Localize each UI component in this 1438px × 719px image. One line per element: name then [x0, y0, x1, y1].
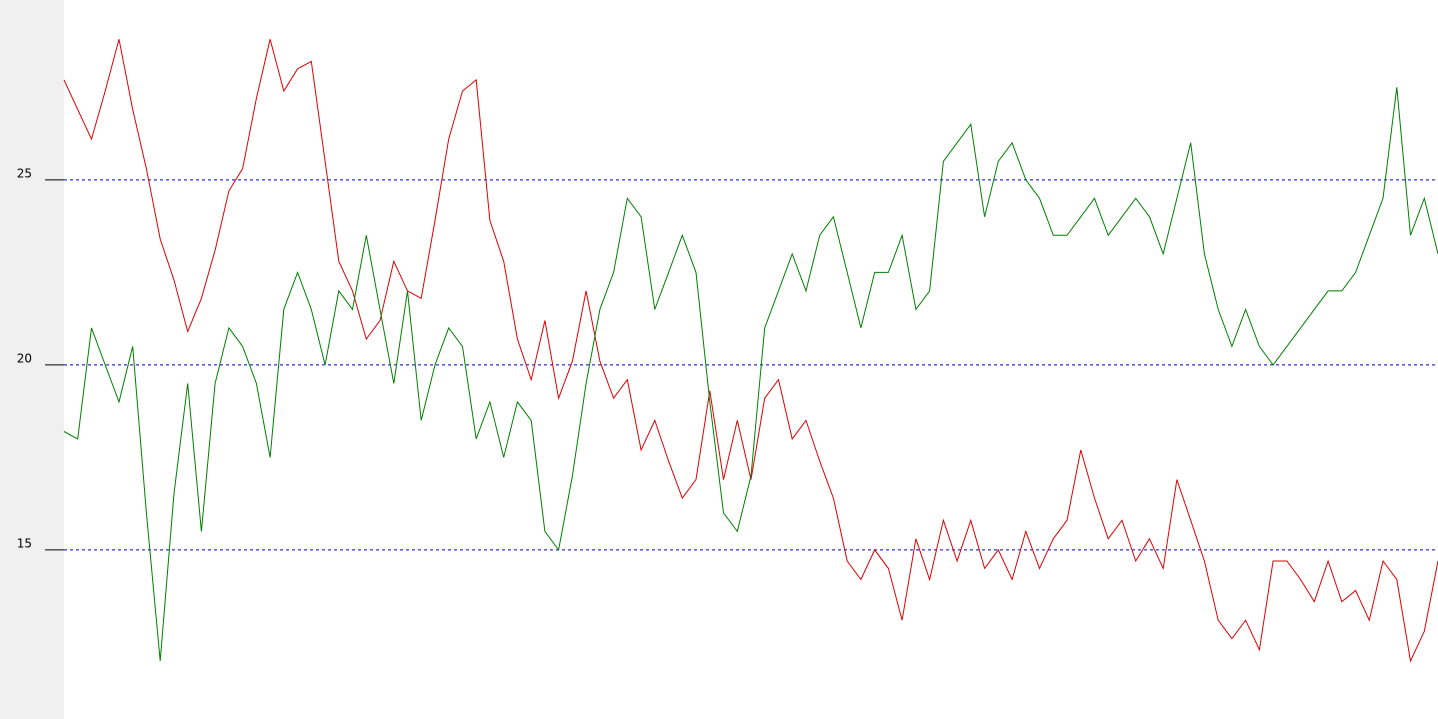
- y-tick-label: 15: [17, 536, 32, 550]
- y-tick-label: 20: [17, 351, 32, 365]
- y-tick-label: 25: [17, 166, 32, 180]
- plot-area: [64, 0, 1438, 719]
- series-line: [63, 39, 1438, 663]
- axis-gutter: [0, 0, 64, 719]
- series-line: [63, 87, 1438, 661]
